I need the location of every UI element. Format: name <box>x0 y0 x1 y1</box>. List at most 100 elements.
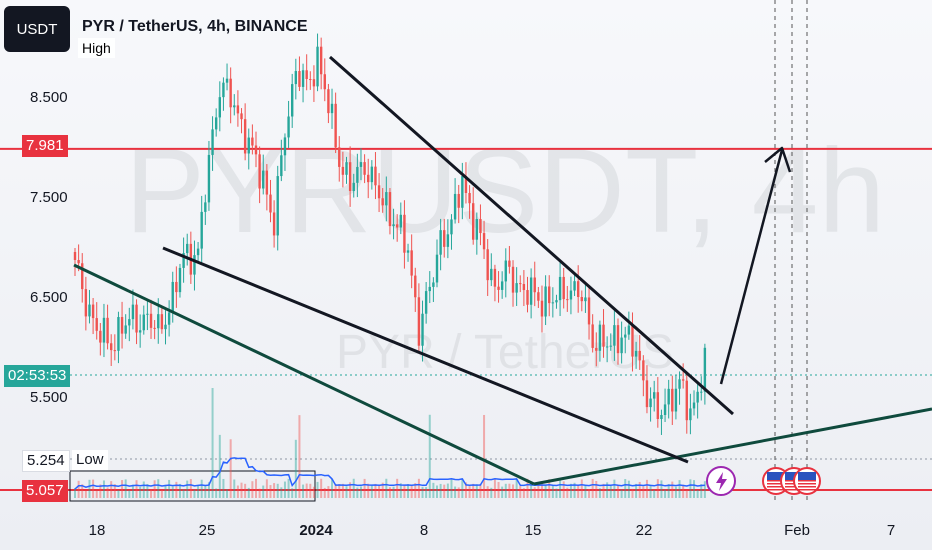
candle-body <box>537 292 540 301</box>
volume-bar <box>374 483 377 498</box>
volume-bar <box>562 481 565 498</box>
volume-bar <box>117 490 120 498</box>
candle-body <box>595 347 598 351</box>
candle-body <box>475 219 479 240</box>
volume-bar <box>124 479 127 498</box>
volume-bar <box>656 479 659 498</box>
wedge-upper-line <box>329 55 734 416</box>
candle-body <box>377 185 381 199</box>
candle-body <box>515 283 518 293</box>
volume-bar <box>233 479 236 498</box>
volume-bar <box>95 490 98 498</box>
volume-bar <box>461 478 464 498</box>
volume-bar <box>110 481 113 498</box>
ticker-badge[interactable]: USDT <box>4 6 70 52</box>
volume-bar <box>580 479 583 498</box>
candle-body <box>500 281 504 290</box>
candle-body <box>421 313 424 346</box>
us-flag-stripe <box>798 480 816 482</box>
volume-bar <box>443 484 446 498</box>
volume-bar <box>559 478 562 498</box>
candle-body <box>519 283 522 285</box>
volume-bar <box>363 478 366 498</box>
candle-body <box>649 398 652 408</box>
candle-body <box>464 176 468 193</box>
candle-body <box>175 281 178 293</box>
candle-body <box>153 327 156 329</box>
candle-body <box>410 250 413 276</box>
candle-body <box>214 117 218 130</box>
candle-body <box>385 192 388 206</box>
candle-body <box>482 233 486 250</box>
volume-bar <box>606 482 609 498</box>
candle-body <box>309 79 312 81</box>
volume-bar <box>226 489 229 498</box>
us-flag-icon <box>767 472 785 480</box>
volume-bar <box>92 479 95 498</box>
candle-body <box>160 314 164 330</box>
candle-body <box>631 325 634 357</box>
volume-bar <box>164 484 167 498</box>
candle-body <box>196 248 200 256</box>
low-value-badge: 5.254 <box>22 450 70 472</box>
candle-body <box>272 212 276 236</box>
volume-bar <box>591 478 594 498</box>
volume-bar <box>102 480 105 498</box>
volume-bar <box>555 488 558 498</box>
us-flag-stripe <box>767 483 785 485</box>
volume-bar <box>645 479 648 498</box>
candle-body <box>312 79 316 87</box>
candle-body <box>696 391 699 403</box>
volume-bar <box>139 486 142 498</box>
volume-bar <box>320 478 323 498</box>
volume-bar <box>425 487 428 498</box>
candle-body <box>222 82 225 98</box>
volume-bar <box>522 488 525 498</box>
volume-bar <box>667 483 670 498</box>
candle-body <box>327 89 330 114</box>
volume-bar <box>258 488 261 498</box>
volume-bar <box>609 485 612 498</box>
candle-body <box>225 78 229 83</box>
volume-bar <box>229 439 232 498</box>
candle-body <box>566 299 569 301</box>
rising-support-line <box>533 407 932 486</box>
candle-body <box>490 268 493 281</box>
price-axis[interactable]: 8.500 7.500 6.500 5.500 <box>30 89 68 406</box>
trendlines[interactable] <box>73 55 932 486</box>
us-flag-icon <box>798 472 816 480</box>
volume-bar <box>131 484 134 498</box>
volume-bar <box>349 482 352 498</box>
volume-bar <box>493 478 496 498</box>
volume-bar <box>678 480 681 498</box>
candle-body <box>544 286 547 317</box>
time-axis[interactable]: 18 25 2024 8 15 22 Feb 7 <box>89 522 896 539</box>
volume-bar <box>512 484 515 498</box>
candle-body <box>204 202 207 212</box>
candle-body <box>247 137 250 154</box>
candle-body <box>236 105 240 114</box>
volume-bar <box>341 483 344 498</box>
volume-bar <box>624 479 627 498</box>
volume-bar <box>352 478 355 498</box>
volume-bar <box>193 489 196 498</box>
event-markers[interactable] <box>706 466 821 496</box>
volume-bar <box>436 485 438 498</box>
candle-body <box>91 304 95 319</box>
candle-body <box>348 162 352 191</box>
candles <box>73 33 707 435</box>
candle-body <box>251 137 254 146</box>
volume-bar <box>617 485 619 498</box>
candle-body <box>84 289 88 317</box>
volume-bar <box>327 486 330 498</box>
volume-bar <box>403 485 406 498</box>
us-flag-stripe <box>767 480 785 482</box>
time-tick-label: 15 <box>525 522 542 539</box>
volume-bar <box>305 483 308 498</box>
candle-body <box>660 414 663 420</box>
drawing-lines[interactable] <box>0 0 932 502</box>
time-tick-label: 22 <box>636 522 653 539</box>
candle-body <box>374 166 377 186</box>
